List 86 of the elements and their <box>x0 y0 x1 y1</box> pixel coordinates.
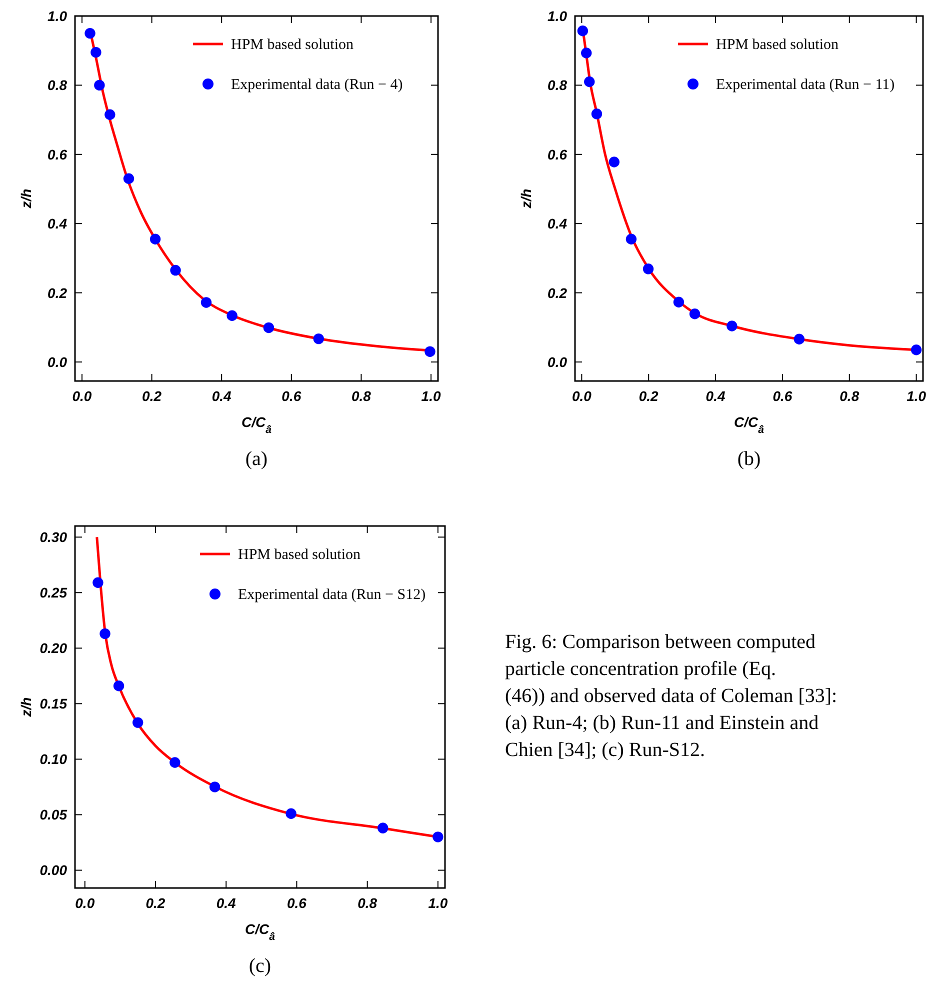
point <box>104 109 116 120</box>
point <box>286 808 296 819</box>
point <box>794 334 805 344</box>
text: (b) <box>737 448 761 470</box>
point <box>263 322 274 334</box>
y-tick-label: 0.30 <box>40 529 68 546</box>
point <box>577 26 588 36</box>
point <box>123 173 134 184</box>
y-axis-title: z/h <box>518 188 534 210</box>
y-tick-label: 0.20 <box>40 640 68 656</box>
x-tick-label: 0.0 <box>572 388 592 404</box>
y-tick-label: 0.05 <box>40 806 68 823</box>
x-axis-title: C/C$_{â}$ <box>245 921 276 943</box>
legend-label: Experimental data (Run − 11) <box>716 77 895 93</box>
x-tick-label: 1.0 <box>421 388 441 404</box>
y-tick-label: 0.4 <box>548 216 568 232</box>
point <box>584 76 595 88</box>
point <box>226 310 238 321</box>
text: (c) <box>248 955 272 977</box>
point <box>170 757 180 768</box>
y-tick-label: 0.8 <box>48 77 68 94</box>
point <box>113 680 124 692</box>
point <box>581 48 592 58</box>
point <box>170 264 181 276</box>
x-tick-label: 0.2 <box>638 388 659 404</box>
x-axis-title: C/C$_{â}$ <box>242 414 272 436</box>
y-tick-label: 0.0 <box>48 354 68 370</box>
x-tick-label: 0.4 <box>212 388 232 404</box>
point <box>910 344 922 356</box>
x-tick-label: 0.0 <box>72 388 92 404</box>
y-tick-label: 0.0 <box>548 354 568 370</box>
legend-label: HPM based solution <box>238 547 362 563</box>
point <box>626 234 637 244</box>
x-tick-label: 0.8 <box>351 388 372 404</box>
x-tick-label: 0.8 <box>358 895 378 911</box>
x-tick-label: 0.8 <box>840 388 860 404</box>
legend-label: HPM based solution <box>231 37 354 53</box>
point <box>424 346 436 357</box>
y-tick-label: 0.15 <box>40 696 68 712</box>
point <box>209 782 220 792</box>
point <box>432 832 444 842</box>
y-tick-label: 0.6 <box>548 146 568 162</box>
x-axis-title: C/C$_{â}$ <box>734 414 764 436</box>
point <box>689 308 700 320</box>
x-tick-label: 0.0 <box>75 895 95 911</box>
point <box>200 297 212 308</box>
x-tick-label: 0.6 <box>286 895 307 911</box>
point <box>608 156 620 168</box>
x-tick-label: 1.0 <box>906 388 926 404</box>
point <box>84 28 96 39</box>
y-tick-label: 1.0 <box>48 8 68 24</box>
point <box>726 320 738 332</box>
y-axis-title: z/h <box>18 188 34 210</box>
y-tick-label: 0.25 <box>40 584 68 601</box>
point <box>100 628 110 640</box>
x-tick-label: 0.2 <box>142 388 162 404</box>
y-tick-label: 0.2 <box>548 284 568 301</box>
legend-label: Experimental data (Run − S12) <box>238 587 426 603</box>
point <box>150 234 161 244</box>
x-tick-label: 0.4 <box>706 388 726 404</box>
point <box>92 577 104 588</box>
point <box>673 296 684 308</box>
y-tick-label: 0.10 <box>40 751 68 768</box>
text: (a) <box>245 448 268 470</box>
point <box>90 46 102 58</box>
y-tick-label: 0.8 <box>548 77 568 94</box>
x-tick-label: 0.6 <box>282 388 302 404</box>
x-tick-label: 1.0 <box>428 895 448 911</box>
y-tick-label: 0.4 <box>48 216 68 232</box>
point <box>94 80 105 91</box>
x-tick-label: 0.4 <box>216 895 236 911</box>
point <box>642 264 654 274</box>
y-tick-label: 0.2 <box>48 284 68 301</box>
y-tick-label: 0.00 <box>40 862 68 878</box>
y-tick-label: 1.0 <box>548 8 568 24</box>
y-axis-title: z/h <box>18 697 34 718</box>
y-tick-label: 0.6 <box>48 146 68 162</box>
point <box>378 822 388 834</box>
legend-label: HPM based solution <box>716 37 840 53</box>
legend-label: Experimental data (Run − 4) <box>231 77 403 93</box>
x-tick-label: 0.6 <box>772 388 792 404</box>
caption: Fig. 6: Comparison between computed particle concentration profile (Eq. (46)) and observed data of Coleman [33]: (a) Run-4; (b) Run-11 and Einstein and Chien [34]; (c) Run-S12. <box>505 631 838 761</box>
point <box>591 108 602 120</box>
point <box>313 333 324 344</box>
x-tick-label: 0.2 <box>146 895 166 911</box>
point <box>132 717 144 728</box>
